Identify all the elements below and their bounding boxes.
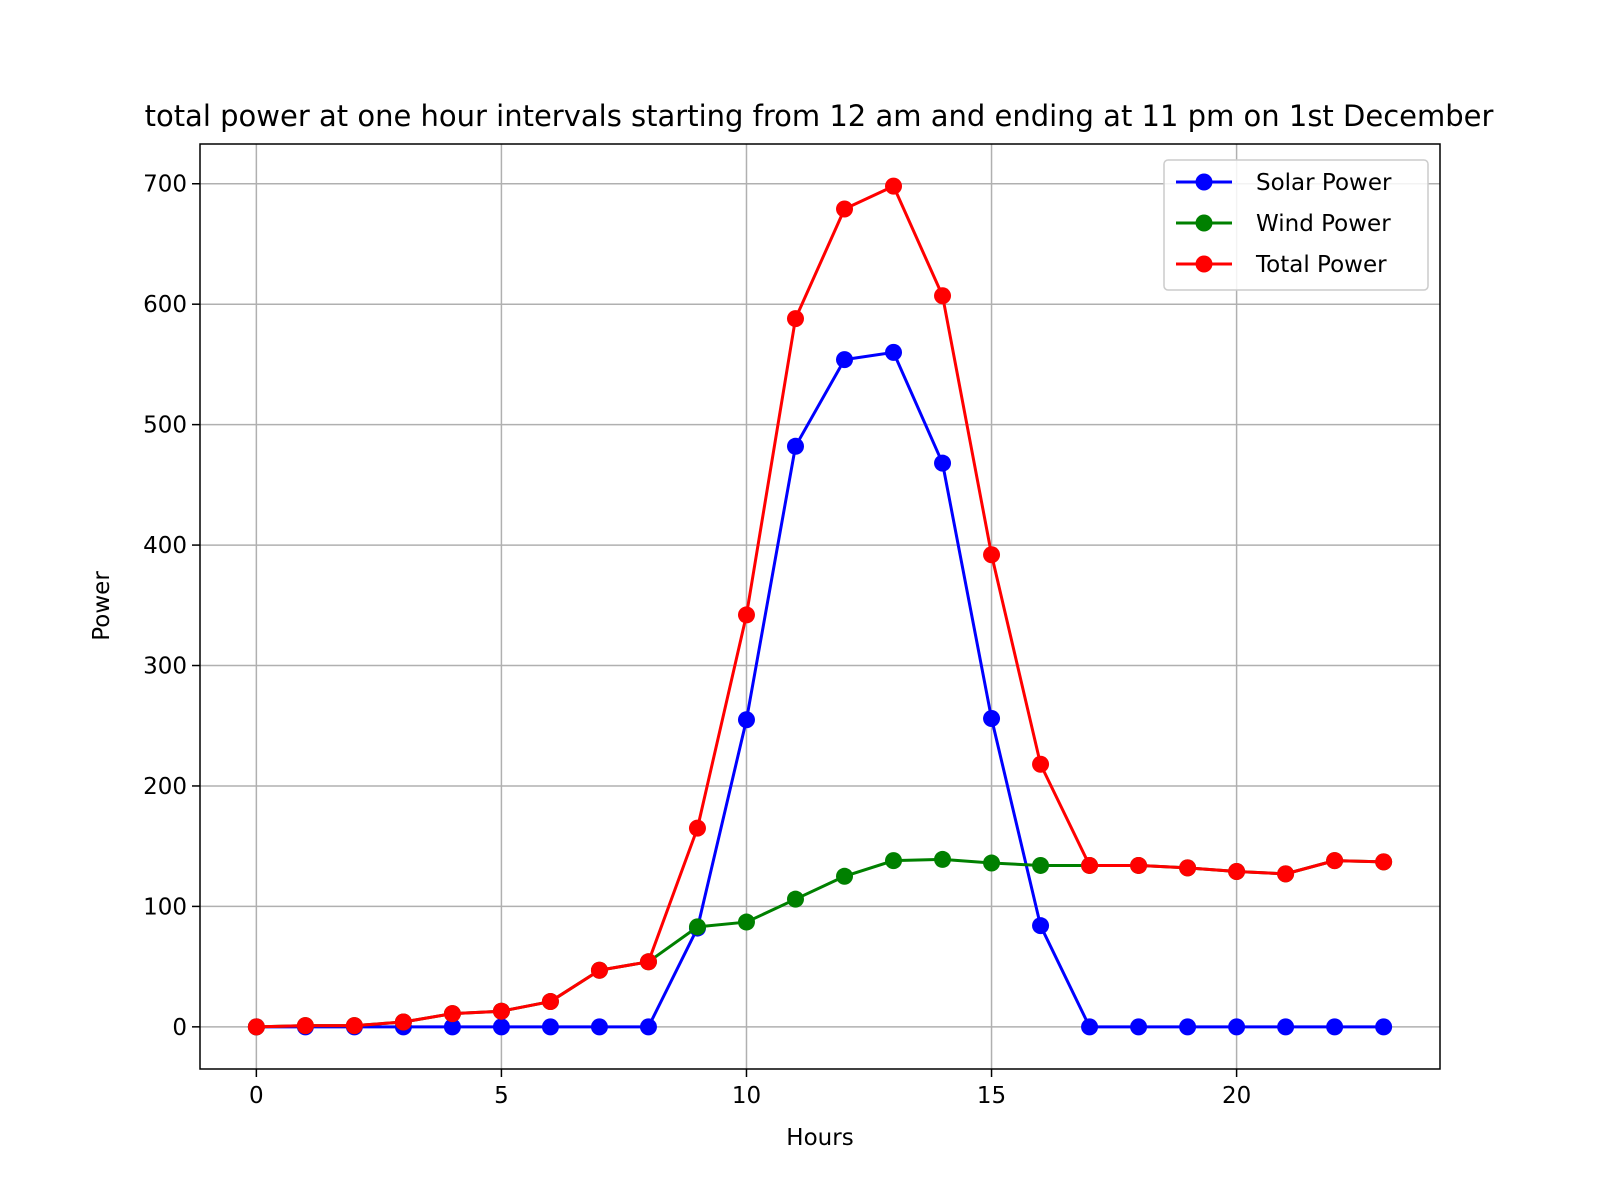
y-tick-label: 0 <box>172 1015 187 1041</box>
legend-label: Wind Power <box>1256 211 1391 237</box>
legend-item-wind-power: Wind Power <box>1176 211 1391 237</box>
total-power-point <box>885 177 903 195</box>
wind-power-point <box>885 852 903 870</box>
total-power-point <box>1179 859 1197 877</box>
x-tick-label: 5 <box>494 1083 509 1109</box>
y-tick-label: 600 <box>143 292 187 318</box>
wind-power-point <box>934 850 952 868</box>
total-power-point <box>737 606 755 624</box>
total-power-point <box>443 1005 461 1023</box>
legend-label: Total Power <box>1255 252 1387 278</box>
legend-label: Solar Power <box>1256 170 1392 196</box>
solar-power-point <box>1326 1018 1344 1036</box>
total-power-point <box>345 1017 363 1035</box>
total-power-line <box>256 184 1384 1029</box>
total-power-point <box>541 993 559 1011</box>
total-power-point <box>1375 853 1393 871</box>
y-axis-label: Power <box>89 571 115 641</box>
y-tick-label: 100 <box>143 894 187 920</box>
legend: Solar Power Wind Power Total Power <box>1163 159 1429 291</box>
solar-power-series <box>247 343 1393 1036</box>
wind-power-point <box>786 890 804 908</box>
legend-marker <box>1195 255 1213 273</box>
legend-item-total-power: Total Power <box>1176 252 1387 278</box>
total-power-point <box>934 287 952 305</box>
wind-power-point <box>983 854 1001 872</box>
solar-power-line <box>256 350 1384 1029</box>
y-tick-label: 700 <box>143 172 187 198</box>
total-power-point <box>296 1017 314 1035</box>
x-tick-label: 0 <box>249 1083 264 1109</box>
total-power-point <box>1277 865 1295 883</box>
y-tick-label: 200 <box>143 774 187 800</box>
total-power-point <box>1326 852 1344 870</box>
solar-power-point <box>737 711 755 729</box>
y-tick-label: 300 <box>143 654 187 680</box>
solar-power-point <box>786 437 804 455</box>
solar-power-point <box>934 454 952 472</box>
total-power-point <box>247 1018 265 1036</box>
total-power-point <box>983 546 1001 564</box>
wind-power-point <box>737 913 755 931</box>
x-tick-label: 10 <box>732 1083 761 1109</box>
wind-power-series <box>247 850 1393 1036</box>
total-power-point <box>639 953 657 971</box>
total-power-point <box>836 200 854 218</box>
total-power-point <box>1081 856 1099 874</box>
solar-power-point <box>983 710 1001 728</box>
x-axis-label: Hours <box>786 1125 853 1151</box>
y-tick-label: 400 <box>143 533 187 559</box>
solar-power-point <box>885 343 903 361</box>
solar-power-point <box>541 1018 559 1036</box>
total-power-point <box>492 1002 510 1020</box>
wind-power-point <box>688 918 706 936</box>
solar-power-point <box>443 1018 461 1036</box>
wind-power-line <box>256 857 1384 1029</box>
plot-frame <box>199 143 1441 1070</box>
legend-box <box>1163 159 1429 291</box>
chart-title: total power at one hour intervals starti… <box>145 99 1494 133</box>
wind-power-point <box>1032 856 1050 874</box>
y-tick-label: 500 <box>143 413 187 439</box>
legend-item-solar-power: Solar Power <box>1176 170 1392 196</box>
solar-power-point <box>1179 1018 1197 1036</box>
total-power-point <box>1130 856 1148 874</box>
solar-power-point <box>1375 1018 1393 1036</box>
series-layer <box>247 177 1393 1036</box>
total-power-point <box>786 310 804 328</box>
solar-power-point <box>836 351 854 369</box>
solar-power-point <box>1228 1018 1246 1036</box>
solar-power-point <box>1032 917 1050 935</box>
legend-marker <box>1195 173 1213 191</box>
total-power-series <box>247 177 1393 1036</box>
legend-marker <box>1195 214 1213 232</box>
total-power-point <box>688 819 706 837</box>
solar-power-point <box>1277 1018 1295 1036</box>
total-power-point <box>1228 862 1246 880</box>
solar-power-point <box>1081 1018 1099 1036</box>
x-tick-label: 20 <box>1222 1083 1251 1109</box>
solar-power-point <box>590 1018 608 1036</box>
solar-power-point <box>492 1018 510 1036</box>
y-axis: 0 100 200 300 400 500 600 700 <box>143 172 200 1041</box>
solar-power-point <box>639 1018 657 1036</box>
total-power-point <box>590 961 608 979</box>
solar-power-point <box>1130 1018 1148 1036</box>
x-axis: 0 5 10 15 20 <box>249 1069 1251 1109</box>
wind-power-point <box>836 867 854 885</box>
x-tick-label: 15 <box>977 1083 1006 1109</box>
total-power-point <box>1032 755 1050 773</box>
total-power-point <box>394 1013 412 1031</box>
